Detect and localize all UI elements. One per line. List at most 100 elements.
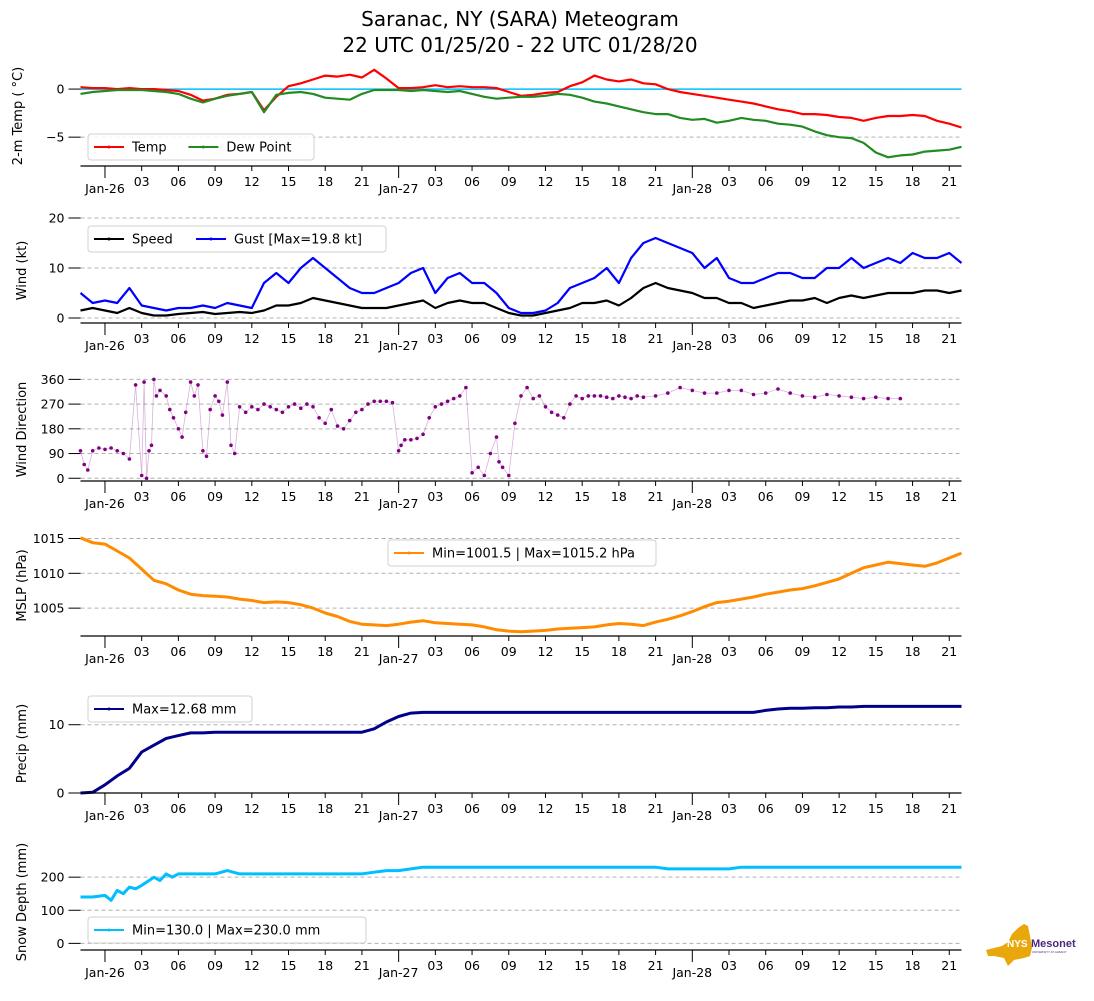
temp-y-axis-label: 2-m Temp ( °C) [11, 67, 26, 165]
temp-series-dew-point [80, 88, 962, 159]
snow_depth-xtick-label: 06 [170, 958, 186, 973]
wind_direction-point [727, 388, 731, 393]
wind_direction-point [592, 394, 597, 398]
wind_direction-point [139, 473, 144, 478]
temp-xtick-label: 21 [648, 174, 664, 189]
wind_direction-point [751, 392, 756, 397]
wind_direction-point [171, 416, 176, 420]
wind_direction-point [562, 416, 566, 420]
snow_depth-xtick-label: 18 [905, 958, 921, 973]
wind_direction-xtick-label: 15 [574, 489, 590, 504]
mslp-xtick-label: 12 [831, 644, 847, 659]
wind_direction-point [825, 392, 829, 397]
wind_direction-point [500, 465, 505, 470]
wind_direction-point [598, 394, 603, 398]
wind_direction-xtick-label: 21 [354, 489, 370, 504]
precip-xtick-label: 12 [831, 801, 847, 816]
wind_direction-point [812, 395, 817, 400]
wind_direction-point [519, 394, 523, 398]
wind_direction-point [451, 396, 456, 401]
wind-xtick-label: 18 [317, 331, 333, 346]
wind-xtick-label: 03 [134, 331, 150, 346]
wind_direction-point [409, 438, 413, 442]
snow_depth-xtick-label: 12 [244, 958, 260, 973]
wind_direction-point [653, 394, 658, 398]
wind_direction-point [323, 421, 328, 426]
wind_direction-point [445, 399, 450, 404]
wind_direction-point [776, 387, 780, 391]
wind-y-axis-label: Wind (kt) [15, 241, 30, 301]
wind_direction-point [305, 402, 309, 406]
title-line-1: Saranac, NY (SARA) Meteogram [361, 7, 679, 31]
wind_direction-point [180, 435, 184, 439]
wind_direction-point [378, 399, 383, 404]
wind_direction-point [396, 449, 401, 453]
precip-xtick-label: 21 [354, 801, 370, 816]
wind-xtick-label: 06 [170, 331, 186, 346]
wind_direction-point [507, 473, 511, 478]
precip-xtick-label: 03 [134, 801, 150, 816]
snow_depth-xtick-label: 03 [427, 958, 443, 973]
mslp-xtick-label: 09 [794, 644, 810, 659]
precip-xtick-major-label: Jan-27 [378, 808, 419, 823]
wind_direction-point [497, 460, 501, 464]
wind_direction-point [715, 391, 719, 395]
mslp-legend-box [387, 539, 657, 567]
temp-xtick-label: 06 [170, 174, 186, 189]
mslp-xtick-label: 15 [574, 644, 590, 659]
wind_direction-point [149, 443, 154, 448]
precip-ytick-label: 0 [57, 786, 65, 801]
snow_depth-series-snow-depth [80, 865, 962, 902]
temp-legend-label: Temp [131, 141, 167, 156]
temp-xtick-label: 15 [574, 174, 590, 189]
wind_direction-point [384, 399, 389, 404]
wind_direction-xtick-label: 06 [170, 489, 186, 504]
wind_direction-point [427, 416, 432, 420]
wind_direction-y-axis-label: Wind Direction [15, 382, 30, 478]
temp-xtick-major-label: Jan-27 [378, 181, 419, 196]
temp-xtick-label: 18 [905, 174, 921, 189]
mslp-xtick-label: 21 [941, 644, 957, 659]
wind_direction-point [220, 413, 225, 417]
precip-legend-marker [107, 707, 111, 711]
snow_depth-xtick-label: 09 [501, 958, 517, 973]
snow_depth-xtick-label: 12 [831, 958, 847, 973]
mslp-legend-label: Min=1001.5 | Max=1015.2 hPa [432, 547, 635, 562]
precip-xtick-label: 09 [501, 801, 517, 816]
wind_direction-xtick-major-label: Jan-28 [671, 496, 712, 511]
precip-xtick-label: 21 [941, 801, 957, 816]
wind_direction-xtick-label: 06 [758, 489, 774, 504]
wind_direction-point [543, 405, 548, 409]
wind_direction-point [525, 385, 529, 390]
wind_direction-point [763, 391, 768, 395]
temp-xtick-label: 06 [464, 174, 480, 189]
mslp-xtick-label: 03 [427, 644, 443, 659]
precip-xtick-label: 18 [317, 801, 333, 816]
wind_direction-xtick-label: 12 [244, 489, 260, 504]
wind_direction-point [121, 451, 126, 456]
wind-xtick-label: 15 [281, 331, 297, 346]
wind_direction-point [142, 380, 146, 384]
wind_direction-point [225, 380, 230, 384]
wind_direction-point [513, 421, 517, 426]
wind-xtick-label: 12 [538, 331, 554, 346]
temp-xtick-label: 21 [354, 174, 370, 189]
wind_direction-point [580, 396, 584, 401]
wind_direction-point [678, 385, 682, 390]
temp-ytick-label: −5 [46, 130, 64, 145]
mslp-xtick-label: 18 [611, 644, 627, 659]
wind-legend-marker [107, 237, 111, 241]
wind_direction-ytick-label: 180 [41, 421, 65, 436]
wind_direction-xtick-label: 15 [868, 489, 884, 504]
wind_direction-point [617, 394, 621, 398]
wind_direction-point [886, 396, 890, 401]
wind-xtick-label: 15 [574, 331, 590, 346]
precip-xtick-label: 03 [427, 801, 443, 816]
wind-xtick-major-label: Jan-27 [378, 338, 419, 353]
wind_direction-point [421, 432, 425, 437]
wind_direction-point [90, 449, 95, 453]
wind_direction-xtick-label: 18 [905, 489, 921, 504]
wind_direction-point [311, 405, 315, 409]
wind-xtick-label: 21 [354, 331, 370, 346]
wind_direction-point [256, 407, 260, 412]
